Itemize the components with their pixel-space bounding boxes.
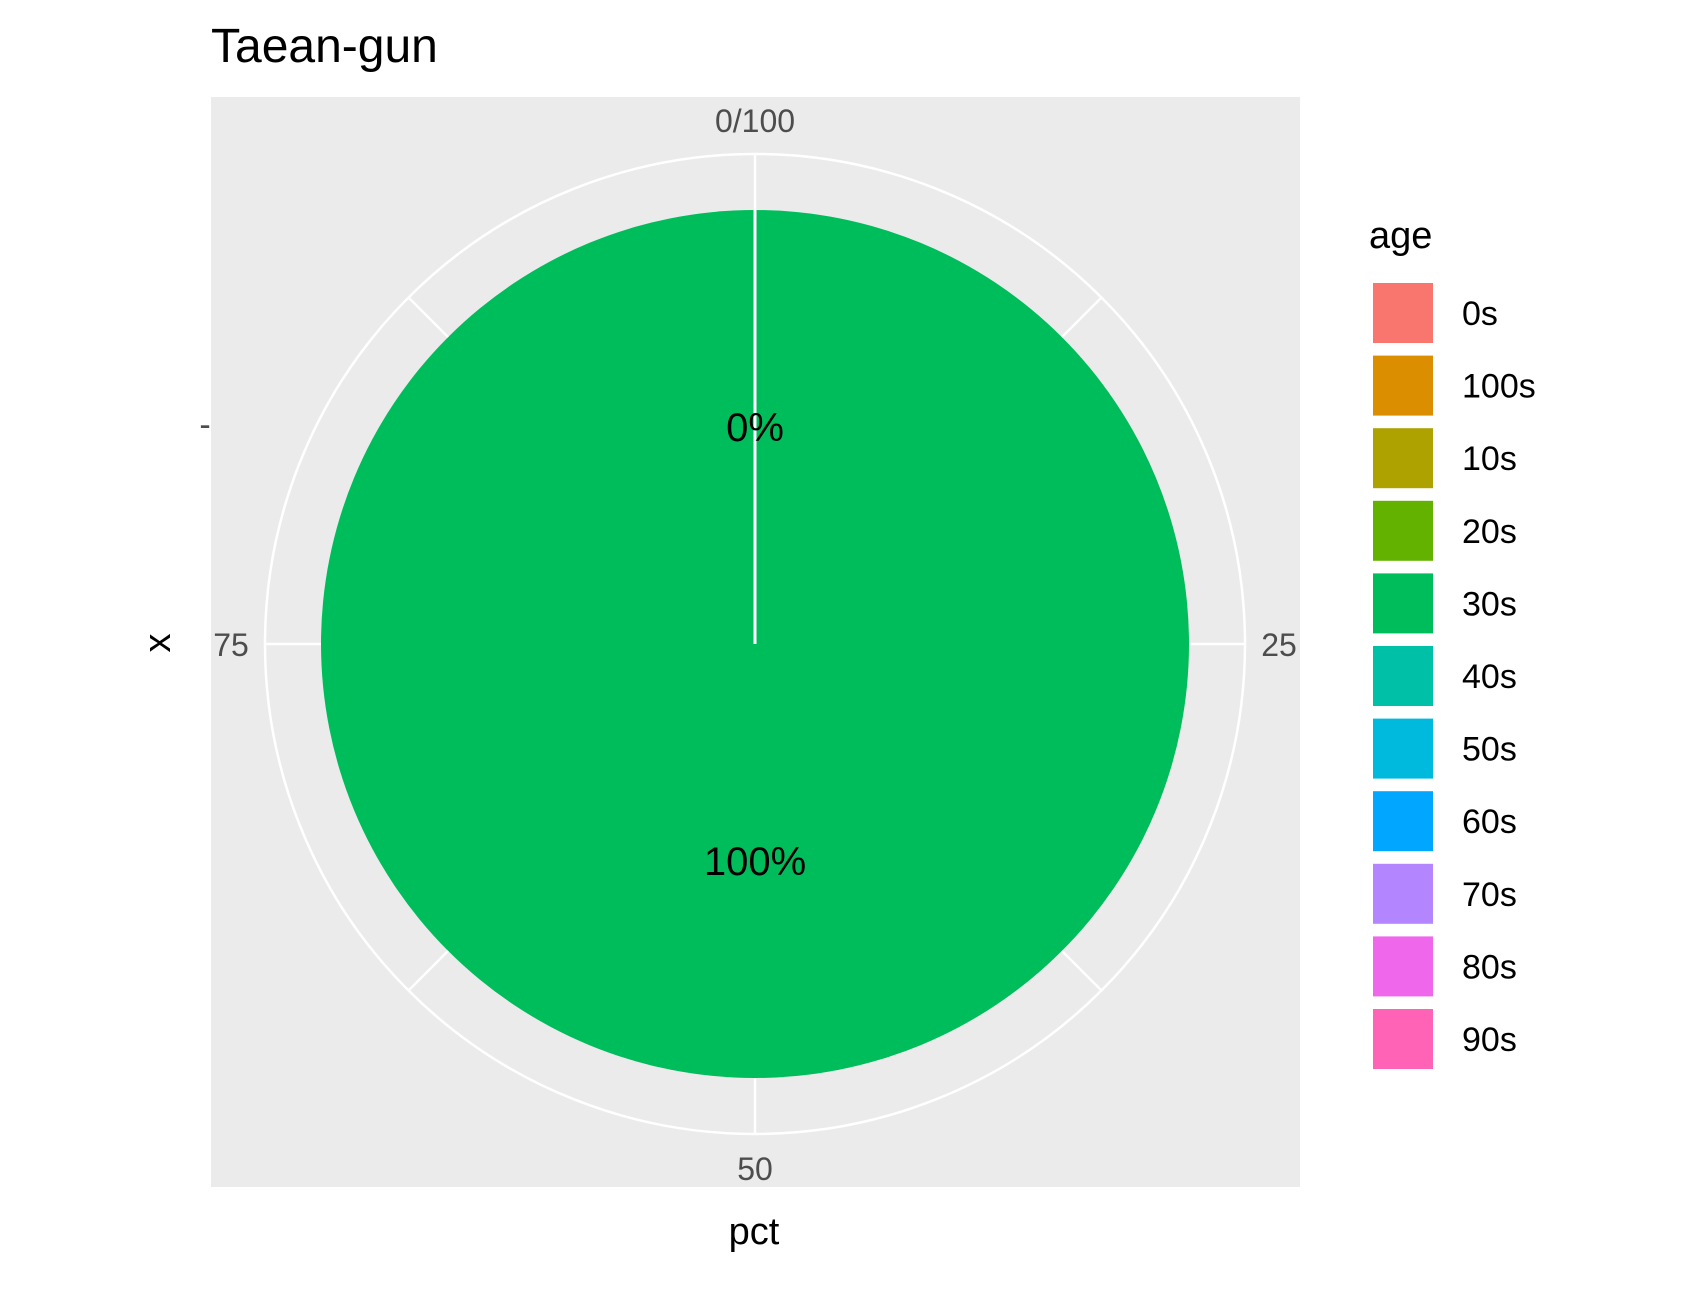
legend-label: 70s <box>1462 876 1517 914</box>
legend-label: 90s <box>1462 1021 1517 1059</box>
x-axis-label: pct <box>729 1211 780 1253</box>
legend-label: 60s <box>1462 803 1517 841</box>
theta-tick-label: 25 <box>1261 627 1297 663</box>
legend-key-70s <box>1371 861 1435 926</box>
theta-tick-label: 50 <box>737 1151 773 1187</box>
legend-label: 20s <box>1462 513 1517 551</box>
theta-tick-label: 75 <box>213 627 249 663</box>
legend-key-60s <box>1371 789 1435 854</box>
legend-key-40s <box>1371 644 1435 708</box>
theta-tick-label: 0/100 <box>715 103 795 139</box>
theta-grid-spoke <box>1061 950 1103 992</box>
legend-key-80s <box>1371 934 1435 999</box>
legend-label: 0s <box>1462 295 1498 333</box>
slice-value-label: 0% <box>726 406 784 450</box>
legend-label: 40s <box>1462 658 1517 696</box>
legend-key-20s <box>1371 498 1435 563</box>
legend-label: 10s <box>1462 440 1517 478</box>
legend-key-100s <box>1371 353 1435 418</box>
legend-title: age <box>1369 215 1432 257</box>
legend-key-90s <box>1371 1007 1435 1071</box>
legend-label: 50s <box>1462 731 1517 769</box>
theta-grid-spoke <box>407 296 449 338</box>
y-tick-label: - <box>199 406 210 444</box>
slice-value-label: 100% <box>704 840 806 884</box>
legend-key-50s <box>1371 716 1435 781</box>
theta-grid-spoke <box>1061 296 1103 338</box>
legend-key-10s <box>1371 426 1435 491</box>
chart-title: Taean-gun <box>211 20 438 73</box>
theta-grid-spoke <box>407 950 449 992</box>
legend-label: 30s <box>1462 585 1517 623</box>
legend-label: 80s <box>1462 948 1517 986</box>
legend-key-0s <box>1371 281 1435 345</box>
legend-key-30s <box>1371 571 1435 636</box>
legend-label: 100s <box>1462 368 1536 406</box>
y-axis-label: x <box>137 634 179 653</box>
